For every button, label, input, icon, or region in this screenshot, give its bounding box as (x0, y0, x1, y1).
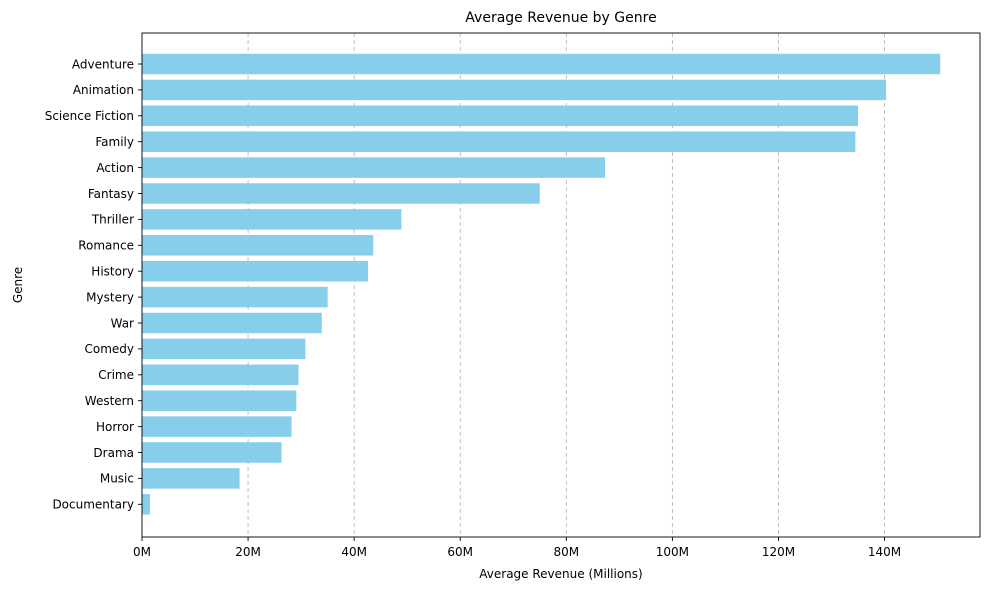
bar (142, 79, 887, 101)
bar (142, 105, 859, 127)
y-tick-label: Family (95, 135, 134, 149)
x-tick-label: 140M (868, 545, 901, 559)
y-tick-label: War (111, 316, 134, 330)
y-tick-label: Science Fiction (45, 109, 134, 123)
y-axis-label: Genre (11, 267, 25, 303)
y-tick-label: Comedy (84, 342, 134, 356)
y-tick-label: Adventure (72, 57, 134, 71)
bar (142, 494, 150, 515)
y-tick-label: History (91, 265, 134, 279)
x-tick-label: 60M (447, 545, 473, 559)
plot-frame (141, 32, 981, 538)
bar (142, 390, 297, 411)
x-tick-label: 40M (341, 545, 367, 559)
x-axis-label: Average Revenue (Millions) (479, 567, 642, 581)
bar (142, 53, 941, 75)
bar (142, 260, 368, 282)
x-axis-ticks: 0M 20M 40M 60M 80M 100M 120M 140M (133, 537, 901, 559)
bar (142, 131, 856, 152)
bar (142, 235, 374, 256)
bar (142, 338, 306, 360)
bar (142, 209, 402, 230)
y-tick-label: Crime (98, 368, 134, 382)
x-tick-label: 120M (762, 545, 795, 559)
bars (142, 53, 941, 515)
bar (142, 157, 606, 178)
bar (142, 312, 322, 334)
y-tick-label: Mystery (86, 290, 134, 304)
x-tick-label: 80M (553, 545, 579, 559)
bar (142, 183, 540, 204)
bar (142, 442, 282, 463)
y-tick-label: Western (85, 394, 134, 408)
y-tick-label: Romance (78, 239, 134, 253)
chart-title: Average Revenue by Genre (465, 10, 656, 26)
y-tick-label: Documentary (52, 498, 134, 512)
bar (142, 416, 292, 437)
y-tick-label: Fantasy (88, 187, 134, 201)
x-tick-label: 100M (656, 545, 689, 559)
x-tick-label: 0M (133, 545, 151, 559)
y-tick-label: Action (96, 161, 134, 175)
y-axis-ticks: Adventure Animation Science Fiction Family A… (45, 57, 142, 512)
y-tick-label: Thriller (91, 213, 134, 227)
x-tick-label: 20M (235, 545, 261, 559)
y-tick-label: Music (100, 472, 134, 486)
y-tick-label: Horror (96, 420, 134, 434)
bar (142, 286, 328, 308)
bar (142, 468, 240, 489)
y-tick-label: Animation (73, 83, 134, 97)
bar (142, 364, 299, 386)
y-tick-label: Drama (93, 446, 134, 460)
